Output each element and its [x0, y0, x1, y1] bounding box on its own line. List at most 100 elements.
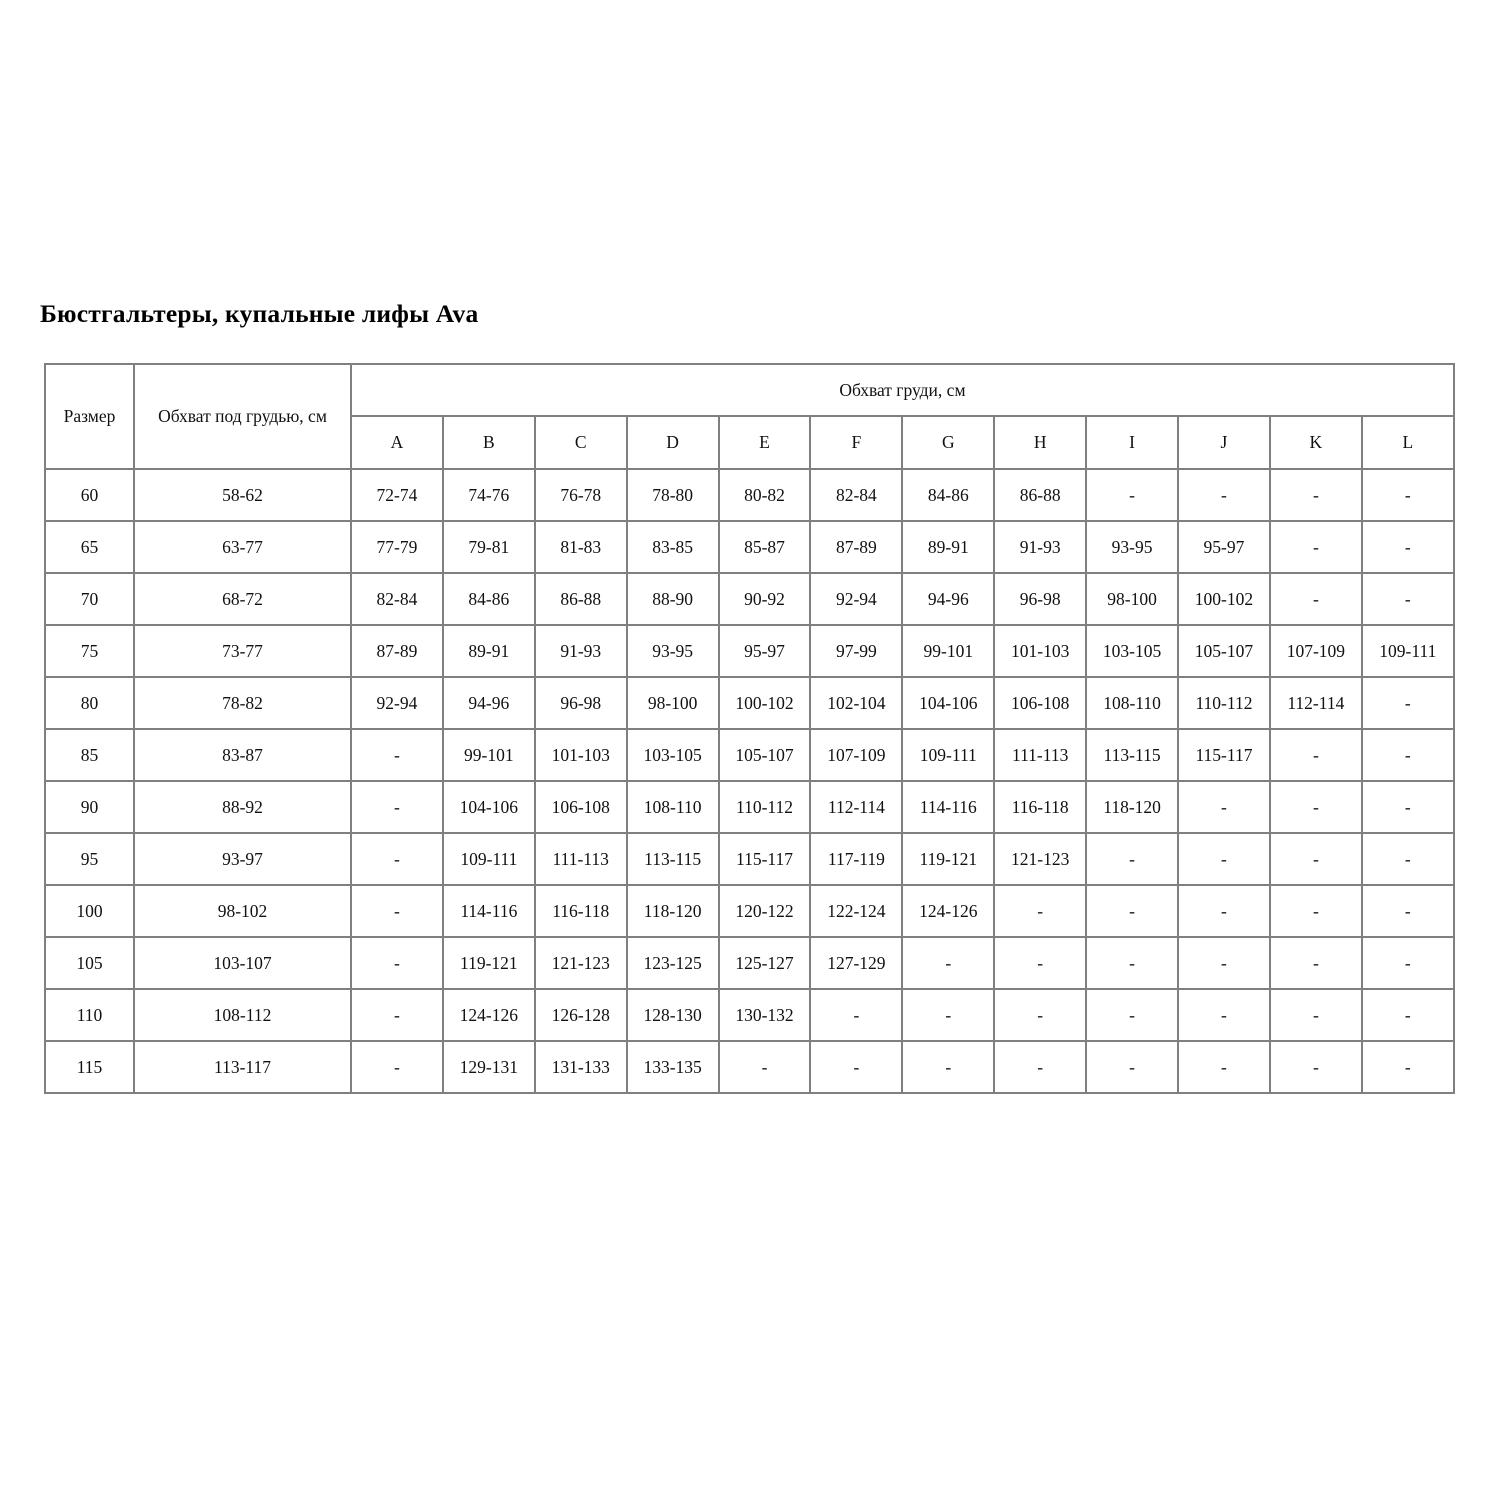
cell-cup-e: - [717, 1040, 812, 1094]
cell-cup-c: 96-98 [533, 676, 628, 730]
cell-size: 105 [44, 936, 135, 990]
table-row: 90 88-92 - 104-106 106-108 108-110 110-1… [44, 780, 1455, 834]
cell-cup-h: 106-108 [993, 676, 1088, 730]
header-cup-c: C [533, 415, 628, 470]
cell-cup-h: 101-103 [993, 624, 1088, 678]
cell-cup-f: 112-114 [809, 780, 904, 834]
cell-size: 110 [44, 988, 135, 1042]
cell-cup-j: - [1177, 832, 1271, 886]
cell-cup-i: 103-105 [1085, 624, 1180, 678]
table-row: 105 103-107 - 119-121 121-123 123-125 12… [44, 936, 1455, 990]
cell-cup-e: 115-117 [717, 832, 812, 886]
cell-cup-e: 95-97 [717, 624, 812, 678]
cell-cup-j: - [1177, 468, 1271, 522]
header-row-cups: A B C D E F G H I J K L [45, 415, 1455, 470]
cell-cup-b: 94-96 [441, 676, 536, 730]
cell-cup-k: - [1268, 988, 1363, 1042]
cell-cup-k: - [1268, 936, 1363, 990]
cell-cup-g: - [901, 1040, 996, 1094]
cell-size: 65 [44, 520, 135, 574]
cell-cup-g: 124-126 [901, 884, 996, 938]
cell-underbust: 78-82 [133, 676, 352, 730]
cell-cup-d: 113-115 [625, 832, 720, 886]
cell-cup-b: 124-126 [441, 988, 536, 1042]
cell-cup-j: - [1177, 1040, 1271, 1094]
cell-cup-e: 120-122 [717, 884, 812, 938]
cell-cup-f: 117-119 [809, 832, 904, 886]
cell-cup-l: - [1360, 520, 1455, 574]
cell-cup-e: 80-82 [717, 468, 812, 522]
cell-cup-l: - [1360, 936, 1455, 990]
cell-cup-d: 103-105 [625, 728, 720, 782]
cell-size: 90 [44, 780, 135, 834]
cell-cup-i: - [1085, 468, 1180, 522]
table-header: Размер Обхват под грудью, см Обхват груд… [44, 363, 1455, 470]
header-row-top: Размер Обхват под грудью, см Обхват груд… [44, 363, 1455, 470]
header-size: Размер [44, 363, 135, 470]
cell-size: 115 [44, 1040, 135, 1094]
header-underbust: Обхват под грудью, см [133, 363, 352, 470]
cell-cup-h: - [993, 884, 1088, 938]
cell-underbust: 58-62 [133, 468, 352, 522]
cell-cup-b: 129-131 [441, 1040, 536, 1094]
size-chart-table: Размер Обхват под грудью, см Обхват груд… [44, 363, 1455, 1094]
cell-cup-h: 91-93 [993, 520, 1088, 574]
cell-cup-f: 92-94 [809, 572, 904, 626]
cell-cup-l: - [1360, 468, 1455, 522]
cell-size: 75 [44, 624, 135, 678]
cell-cup-e: 110-112 [717, 780, 812, 834]
cell-cup-i: - [1085, 884, 1180, 938]
table-row: 115 113-117 - 129-131 131-133 133-135 - … [44, 1040, 1455, 1094]
cell-cup-g: 119-121 [901, 832, 996, 886]
cell-size: 80 [44, 676, 135, 730]
cell-cup-g: 104-106 [901, 676, 996, 730]
cell-cup-j: - [1177, 936, 1271, 990]
cell-cup-a: 82-84 [350, 572, 444, 626]
size-chart-container: Размер Обхват под грудью, см Обхват груд… [44, 363, 1455, 1094]
cell-cup-e: 130-132 [717, 988, 812, 1042]
cell-cup-h: 111-113 [993, 728, 1088, 782]
cell-cup-j: 105-107 [1177, 624, 1271, 678]
cell-cup-d: 78-80 [625, 468, 720, 522]
cell-cup-h: - [993, 988, 1088, 1042]
cell-cup-c: 111-113 [533, 832, 628, 886]
cell-cup-k: - [1268, 728, 1363, 782]
cell-cup-k: 112-114 [1268, 676, 1363, 730]
table-row: 70 68-72 82-84 84-86 86-88 88-90 90-92 9… [44, 572, 1455, 626]
header-cup-e: E [717, 415, 812, 470]
cell-underbust: 73-77 [133, 624, 352, 678]
cell-cup-i: - [1085, 1040, 1180, 1094]
cell-cup-f: 102-104 [809, 676, 904, 730]
cell-cup-l: - [1360, 1040, 1455, 1094]
cell-cup-g: - [901, 936, 996, 990]
cell-cup-a: - [350, 936, 444, 990]
cell-cup-c: 81-83 [533, 520, 628, 574]
cell-cup-k: - [1268, 832, 1363, 886]
cell-cup-h: 121-123 [993, 832, 1088, 886]
cell-cup-c: 106-108 [533, 780, 628, 834]
cell-cup-e: 125-127 [717, 936, 812, 990]
cell-cup-b: 119-121 [441, 936, 536, 990]
cell-cup-c: 131-133 [533, 1040, 628, 1094]
cell-cup-h: - [993, 936, 1088, 990]
cell-size: 100 [44, 884, 135, 938]
cell-cup-b: 74-76 [441, 468, 536, 522]
cell-cup-i: 93-95 [1085, 520, 1180, 574]
cell-cup-k: 107-109 [1268, 624, 1363, 678]
cell-cup-a: 72-74 [350, 468, 444, 522]
page-title: Бюстгальтеры, купальные лифы Ava [40, 299, 479, 328]
cell-cup-j: 115-117 [1177, 728, 1271, 782]
cell-cup-h: 116-118 [993, 780, 1088, 834]
cell-cup-f: 107-109 [809, 728, 904, 782]
cell-underbust: 68-72 [133, 572, 352, 626]
cell-cup-j: 95-97 [1177, 520, 1271, 574]
table-row: 110 108-112 - 124-126 126-128 128-130 13… [44, 988, 1455, 1042]
cell-cup-b: 104-106 [441, 780, 536, 834]
cell-cup-g: - [901, 988, 996, 1042]
table-row: 100 98-102 - 114-116 116-118 118-120 120… [44, 884, 1455, 938]
cell-cup-f: - [809, 1040, 904, 1094]
cell-cup-i: - [1085, 832, 1180, 886]
cell-cup-k: - [1268, 884, 1363, 938]
cell-cup-c: 86-88 [533, 572, 628, 626]
cell-cup-g: 89-91 [901, 520, 996, 574]
